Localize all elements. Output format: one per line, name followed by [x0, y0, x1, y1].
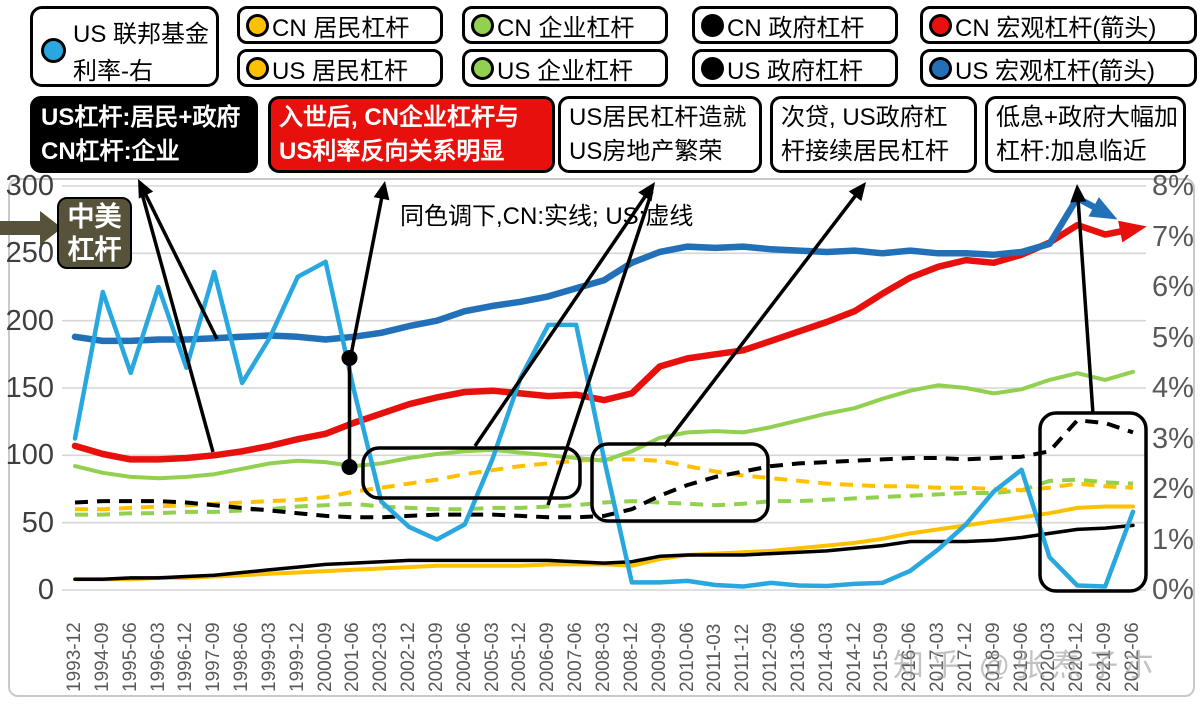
- x-axis-tick: 2003-09: [425, 622, 447, 692]
- legend-fed-funds: US 联邦基金 利率-右: [30, 6, 219, 87]
- y-axis-right-tick: 8%: [1152, 170, 1194, 202]
- x-axis-tick: 2007-06: [565, 622, 587, 692]
- y-axis-left-tick: 200: [5, 304, 54, 337]
- us-government-dot-icon: [701, 56, 724, 80]
- y-axis-left-tick: 300: [5, 170, 54, 202]
- callout-wto: 入世后, CN企业杠杆与 US利率反向关系明显: [268, 96, 555, 173]
- x-axis-tick: 2010-06: [676, 622, 698, 692]
- x-axis-tick: 1997-09: [203, 622, 225, 692]
- callout-line: 杆接续居民杠杆: [781, 138, 949, 165]
- x-axis-tick: 2002-03: [370, 622, 392, 692]
- x-axis-tick: 2011-03: [704, 623, 726, 692]
- x-axis-tick: 1995-06: [119, 622, 141, 692]
- x-axis-tick: 2001-06: [342, 622, 364, 692]
- legend-item-us-macro: US 宏观杠杆(箭头): [920, 49, 1197, 87]
- y-axis-right-tick: 1%: [1152, 523, 1194, 556]
- y-axis-left-tick: 250: [5, 237, 54, 270]
- legend-fed-funds-label-line2: 利率-右: [73, 58, 153, 85]
- legend-label: CN 居民杠杆: [272, 14, 410, 42]
- x-axis-tick: 2015-09: [871, 622, 893, 692]
- watermark: 知乎 @张焘子朩: [893, 648, 1160, 683]
- legend-label: CN 宏观杠杆(箭头): [955, 14, 1157, 42]
- x-axis-tick: 2000-09: [314, 622, 336, 692]
- callout-housing-boom: US居民杠杆造就 US房地产繁荣: [558, 96, 762, 173]
- callout-us-cn-leverage: US杠杆:居民+政府 CN杠杆:企业: [30, 96, 258, 173]
- y-axis-right-tick: 0%: [1152, 574, 1194, 606]
- x-axis-tick: 1996-03: [147, 622, 169, 692]
- callout-line: US房地产繁荣: [569, 138, 723, 165]
- y-axis-right-tick: 2%: [1152, 473, 1194, 505]
- x-axis-tick: 2012-09: [760, 622, 782, 692]
- y-axis-left-tick: 0: [37, 574, 54, 606]
- y-axis-right-tick: 6%: [1152, 271, 1194, 303]
- chart-title-badge: 中美 杠杆: [57, 197, 132, 269]
- us-household-dot-icon: [246, 56, 269, 80]
- x-axis-tick: 1999-03: [258, 622, 280, 692]
- x-axis-tick: 1996-12: [175, 622, 197, 692]
- legend-item-us-government: US 政府杠杆: [692, 49, 898, 87]
- x-axis-tick: 2013-06: [787, 622, 809, 692]
- fed-funds-dot-icon: [41, 38, 66, 63]
- x-axis-tick: 1993-12: [64, 622, 85, 692]
- legend-item-cn-corporate: CN 企业杠杆: [462, 6, 668, 44]
- x-axis-tick: 2005-12: [509, 622, 531, 692]
- chart-title-line2: 杠杆: [67, 235, 122, 265]
- y-axis-left-tick: 100: [5, 439, 54, 472]
- us-corporate-dot-icon: [471, 56, 494, 80]
- us-macro-dot-icon: [929, 56, 952, 80]
- cn-macro-dot-icon: [929, 13, 952, 37]
- callout-line: 次贷, US政府杠: [781, 104, 948, 131]
- x-axis-tick: 2006-09: [537, 622, 559, 692]
- callout-line: 低息+政府大幅加: [996, 104, 1179, 131]
- legend-item-cn-household: CN 居民杠杆: [237, 6, 443, 44]
- x-axis-tick: 2011-12: [732, 623, 754, 692]
- y-axis-left-tick: 50: [21, 506, 54, 539]
- cn-government-dot-icon: [701, 13, 724, 37]
- y-axis-right-tick: 5%: [1152, 321, 1194, 354]
- callout-rate-hike: 低息+政府大幅加 杠杆:加息临近: [985, 96, 1186, 173]
- y-axis-right-tick: 4%: [1152, 372, 1194, 404]
- cn-corporate-dot-icon: [471, 13, 494, 37]
- x-axis-tick: 2002-12: [398, 622, 420, 692]
- callout-line: 杠杆:加息临近: [996, 138, 1147, 165]
- chart-title-line1: 中美: [67, 202, 122, 232]
- legend-fed-funds-label-line1: US 联邦基金: [73, 21, 210, 48]
- x-axis-tick: 2009-09: [648, 622, 670, 692]
- legend-label: US 居民杠杆: [272, 57, 409, 85]
- callout-subprime: 次贷, US政府杠 杆接续居民杠杆: [770, 96, 977, 173]
- y-axis-left-tick: 150: [5, 372, 54, 404]
- x-axis-tick: 1994-09: [91, 622, 113, 692]
- x-axis-tick: 2014-03: [815, 622, 837, 692]
- legend-item-cn-macro: CN 宏观杠杆(箭头): [920, 6, 1197, 44]
- legend-label: US 政府杠杆: [727, 57, 864, 85]
- legend-label: US 宏观杠杆(箭头): [955, 57, 1155, 85]
- callout-line: US杠杆:居民+政府: [41, 104, 241, 131]
- legend-label: US 企业杠杆: [497, 57, 634, 85]
- x-axis-tick: 2014-12: [843, 622, 865, 692]
- callout-line: US居民杠杆造就: [569, 104, 747, 131]
- x-axis-tick: 2008-12: [620, 622, 642, 692]
- legend-item-us-household: US 居民杠杆: [237, 49, 443, 87]
- x-axis-tick: 2005-03: [481, 622, 503, 692]
- callout-line: CN杠杆:企业: [41, 138, 180, 165]
- x-axis-tick: 2004-06: [453, 622, 475, 692]
- legend-item-cn-government: CN 政府杠杆: [692, 6, 898, 44]
- x-axis-tick: 1998-06: [231, 622, 253, 692]
- callout-line: US利率反向关系明显: [279, 138, 505, 165]
- x-axis-tick: 2008-03: [593, 622, 614, 692]
- cn-household-dot-icon: [246, 13, 269, 37]
- line-style-note: 同色调下,CN:实线; US:虚线: [400, 203, 694, 230]
- legend-item-us-corporate: US 企业杠杆: [462, 49, 668, 87]
- legend-label: CN 政府杠杆: [727, 14, 865, 42]
- legend-label: CN 企业杠杆: [497, 14, 635, 42]
- x-axis-tick: 1999-12: [286, 622, 308, 692]
- y-axis-right-tick: 7%: [1152, 220, 1194, 253]
- callout-line: 入世后, CN企业杠杆与: [279, 104, 519, 131]
- y-axis-right-tick: 3%: [1152, 422, 1194, 455]
